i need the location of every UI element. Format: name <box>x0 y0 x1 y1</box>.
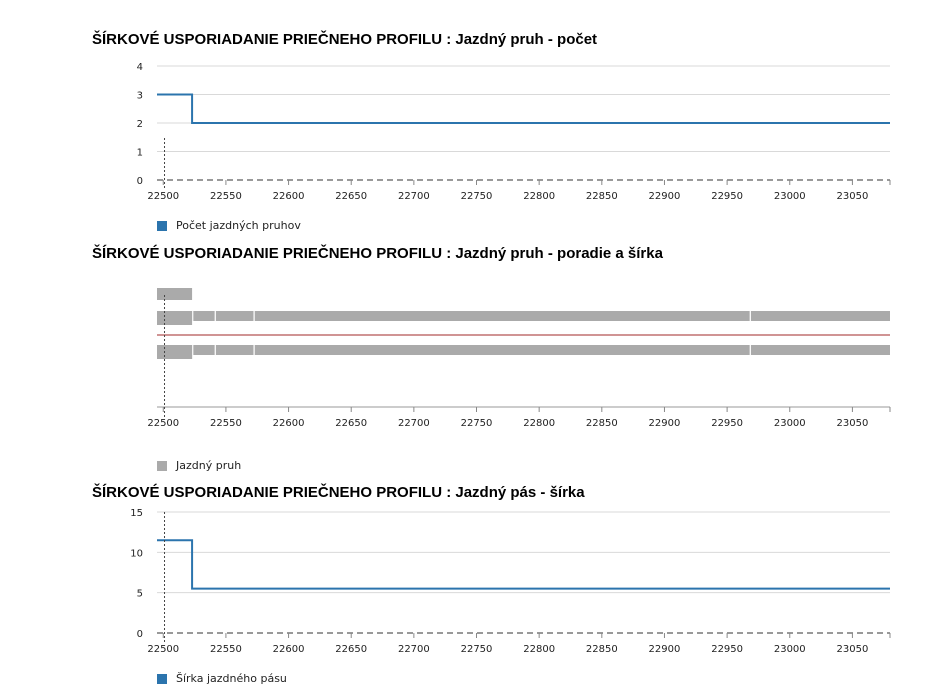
x-tick-label: 22700 <box>398 418 430 429</box>
chart-1: 0 1 2 3 4 22500 22550 22600 22650 22700 22750 22800… <box>137 62 891 202</box>
x-tick-label: 22600 <box>273 418 305 429</box>
chart-3: 0 5 10 15 22500 22550 22600 22650 22700 22750 2280… <box>130 508 891 655</box>
y-tick-label: 4 <box>137 62 143 73</box>
x-tick-label: 22600 <box>273 644 305 655</box>
y-tick-label: 0 <box>137 629 143 640</box>
x-tick-label: 22850 <box>586 418 618 429</box>
lane-segment <box>750 345 890 355</box>
legend-swatch <box>157 673 167 684</box>
chart2-title: ŠÍRKOVÉ USPORIADANIE PRIEČNEHO PROFILU :… <box>92 245 663 262</box>
chart2-legend-label: Jazdný pruh <box>176 459 242 472</box>
lane-segment <box>215 345 254 355</box>
lane-segment <box>193 345 215 355</box>
chart3-title: ŠÍRKOVÉ USPORIADANIE PRIEČNEHO PROFILU :… <box>92 484 585 501</box>
x-tick-label: 22750 <box>461 191 493 202</box>
lane-segment <box>254 345 750 355</box>
y-tick-label: 0 <box>137 176 143 187</box>
lane-segment <box>193 311 215 321</box>
x-tick-label: 22550 <box>210 644 242 655</box>
y-tick-label: 2 <box>137 119 143 130</box>
lane-segment <box>254 311 750 321</box>
x-tick-label: 22650 <box>335 191 367 202</box>
x-tick-label: 22900 <box>649 191 681 202</box>
x-tick-label: 22950 <box>711 644 743 655</box>
x-tick-label: 22900 <box>649 418 681 429</box>
x-tick-label: 22550 <box>210 191 242 202</box>
series-line <box>157 539 890 590</box>
y-tick-label: 15 <box>130 508 143 519</box>
x-tick-label: 22850 <box>586 191 618 202</box>
legend-swatch <box>157 460 167 471</box>
x-tick-label: 23000 <box>774 418 806 429</box>
x-tick-label: 22650 <box>335 644 367 655</box>
chart1-title: ŠÍRKOVÉ USPORIADANIE PRIEČNEHO PROFILU :… <box>92 31 598 48</box>
x-tick-label: 22750 <box>461 418 493 429</box>
lane-segment <box>157 345 193 359</box>
x-tick-label: 22850 <box>586 644 618 655</box>
x-tick-label: 22500 <box>147 418 179 429</box>
x-tick-label: 23000 <box>774 191 806 202</box>
lane-segment <box>215 311 254 321</box>
chart3-legend-label: Šírka jazdného pásu <box>176 672 287 685</box>
chart1-legend[interactable]: Počet jazdných pruhov <box>157 219 301 232</box>
y-tick-label: 10 <box>130 548 143 559</box>
x-tick-label: 22950 <box>711 191 743 202</box>
legend-swatch <box>157 220 167 231</box>
x-tick-label: 22950 <box>711 418 743 429</box>
lane-segment <box>157 288 193 300</box>
x-tick-label: 22500 <box>147 191 179 202</box>
chart2-legend[interactable]: Jazdný pruh <box>157 459 241 472</box>
x-tick-label: 23000 <box>774 644 806 655</box>
chart3-legend[interactable]: Šírka jazdného pásu <box>157 672 287 685</box>
x-tick-label: 22750 <box>461 644 493 655</box>
chart1-legend-label: Počet jazdných pruhov <box>176 219 301 232</box>
y-tick-label: 3 <box>137 91 143 102</box>
x-tick-label: 22650 <box>335 418 367 429</box>
x-tick-label: 22800 <box>523 418 555 429</box>
x-tick-label: 22800 <box>523 191 555 202</box>
x-tick-label: 22800 <box>523 644 555 655</box>
x-tick-label: 22550 <box>210 418 242 429</box>
series-line <box>157 93 890 124</box>
x-tick-label: 22600 <box>273 191 305 202</box>
chart-2: 22500 22550 22600 22650 22700 22750 22800 22850… <box>147 288 891 429</box>
lane-segment <box>157 311 193 325</box>
x-tick-label: 22700 <box>398 644 430 655</box>
x-tick-label: 22700 <box>398 191 430 202</box>
x-tick-label: 22900 <box>649 644 681 655</box>
lane-segment <box>750 311 890 321</box>
x-tick-label: 22500 <box>147 644 179 655</box>
x-tick-label: 23050 <box>837 644 869 655</box>
y-tick-label: 5 <box>137 589 143 600</box>
x-tick-label: 23050 <box>837 418 869 429</box>
y-tick-label: 1 <box>137 148 143 159</box>
x-tick-label: 23050 <box>837 191 869 202</box>
